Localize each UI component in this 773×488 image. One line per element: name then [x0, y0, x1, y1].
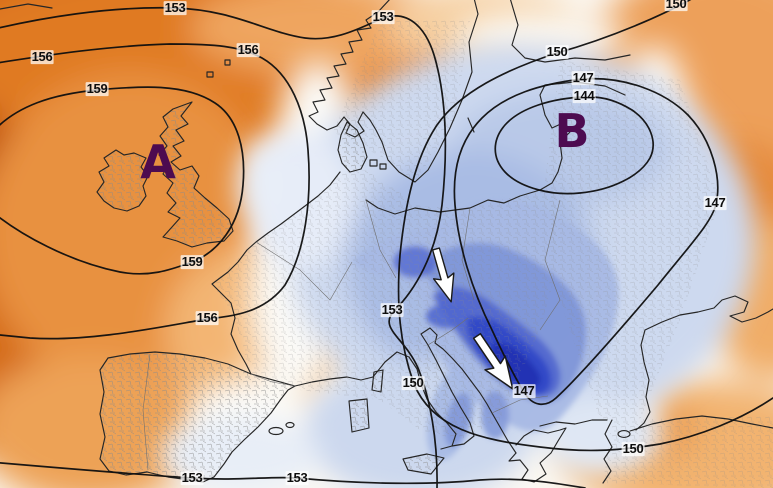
annotation-arrows	[431, 247, 514, 390]
arrow-icon	[431, 247, 455, 303]
country-borders	[142, 199, 561, 471]
contour-144	[494, 96, 654, 195]
contour-156	[0, 43, 310, 340]
contour-147	[453, 77, 719, 406]
arrow-icon	[472, 332, 514, 390]
